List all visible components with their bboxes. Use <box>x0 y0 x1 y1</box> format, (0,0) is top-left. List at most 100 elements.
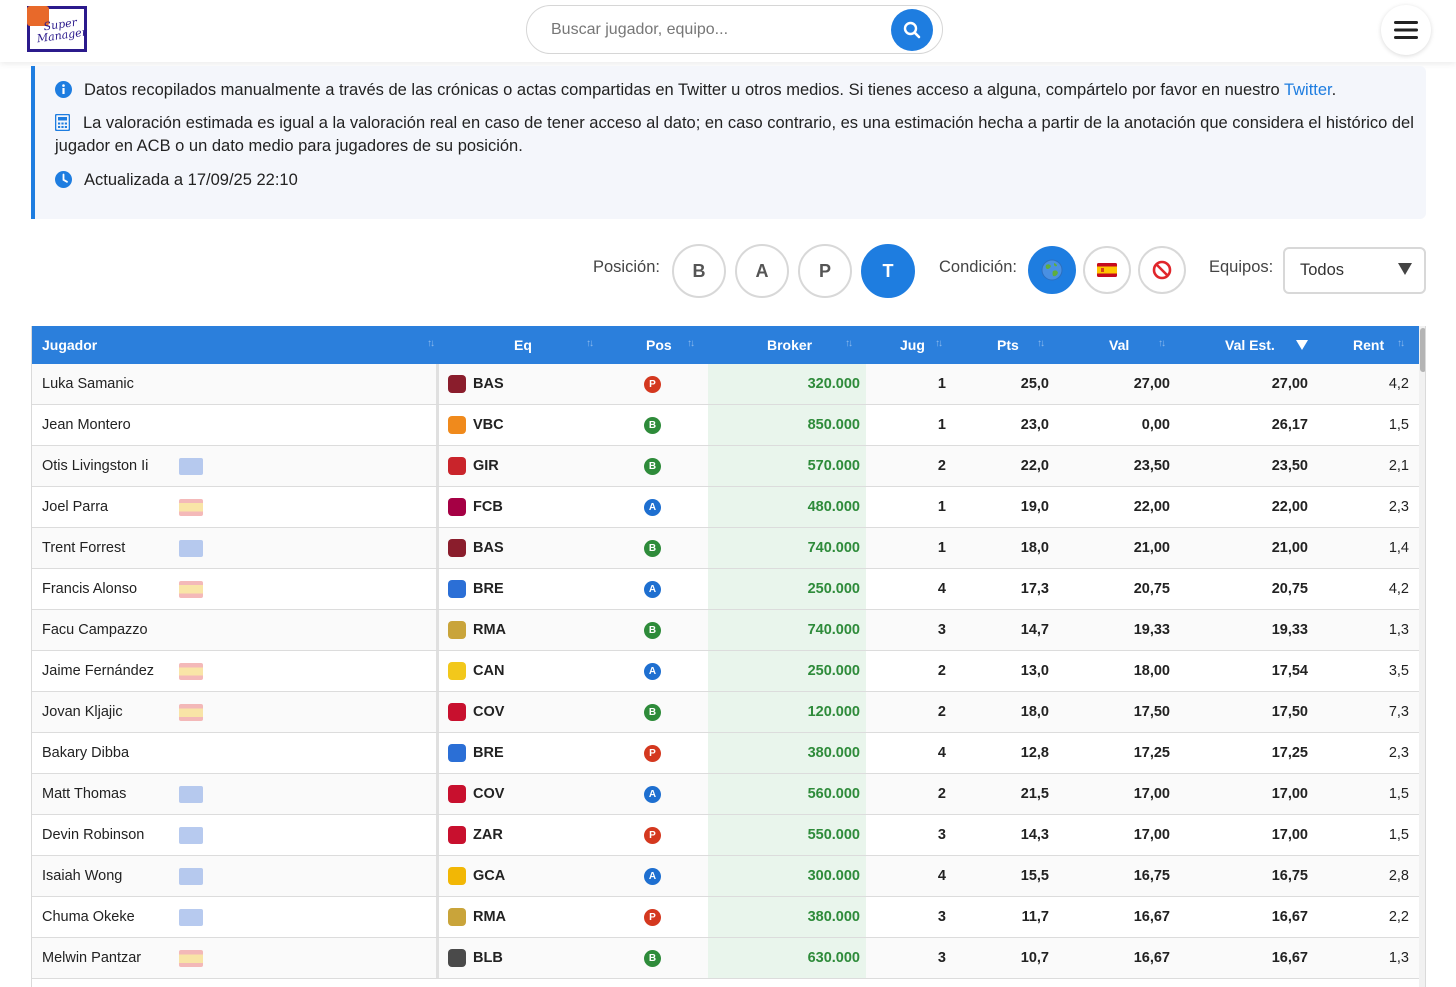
val-est-value: 23,50 <box>1271 458 1308 474</box>
super-manager-logo[interactable]: Super Manager <box>27 6 88 52</box>
broker-cell-bg <box>708 610 866 650</box>
team-code: RMA <box>473 909 507 925</box>
table-row[interactable]: Melwin Pantzar BLB B 630.000 3 10,7 16,67 16,67… <box>32 938 1419 979</box>
table-row[interactable]: Trent Forrest BAS B 740.000 1 18,0 21,00 21,00 1… <box>32 528 1419 569</box>
games-played: 3 <box>937 950 946 966</box>
val-value: 16,75 <box>1133 868 1170 884</box>
team-code: CAN <box>473 663 505 679</box>
broker-value: 560.000 <box>807 786 860 802</box>
dropdown-arrow-icon <box>1398 263 1412 275</box>
player-name[interactable]: Chuma Okeke <box>42 909 135 925</box>
condition-filter-spain[interactable] <box>1083 246 1131 294</box>
player-name[interactable]: Bakary Dibba <box>42 745 130 761</box>
spain-flag-icon <box>179 499 203 516</box>
table-row[interactable]: Matt Thomas COV A 560.000 2 21,5 17,00 17,00 1,5 <box>32 774 1419 815</box>
val-est-value: 17,25 <box>1271 745 1308 761</box>
rent-value: 1,5 <box>1388 786 1409 802</box>
player-name[interactable]: Francis Alonso <box>42 581 138 597</box>
points-value: 21,5 <box>1020 786 1049 802</box>
table-row[interactable]: Chuma Okeke RMA P 380.000 3 11,7 16,67 16,67 2,2 <box>32 897 1419 938</box>
rent-value: 1,5 <box>1388 417 1409 433</box>
sort-icon[interactable]: ↑↓ <box>687 338 695 349</box>
val-value: 0,00 <box>1141 417 1170 433</box>
broker-cell-bg <box>708 733 866 773</box>
player-name[interactable]: Jovan Kljajic <box>42 704 123 720</box>
col-header-pts[interactable]: Pts <box>997 337 1019 353</box>
position-badge: A <box>644 581 661 598</box>
player-name[interactable]: Melwin Pantzar <box>42 950 142 966</box>
table-row[interactable]: Bakary Dibba BRE P 380.000 4 12,8 17,25 17,25 2,… <box>32 733 1419 774</box>
col-header-val-est[interactable]: Val Est. <box>1225 337 1275 353</box>
sort-icon[interactable]: ↑↓ <box>1158 338 1166 349</box>
sort-icon[interactable]: ↑↓ <box>1037 338 1045 349</box>
val-est-value: 17,00 <box>1271 786 1308 802</box>
val-value: 20,75 <box>1133 581 1170 597</box>
player-name[interactable]: Facu Campazzo <box>42 622 148 638</box>
position-badge: B <box>644 950 661 967</box>
broker-cell-bg <box>708 938 866 978</box>
col-header-jugador[interactable]: Jugador <box>42 337 98 353</box>
eu-flag-icon <box>179 786 203 803</box>
col-header-rent[interactable]: Rent <box>1353 337 1385 353</box>
hamburger-menu-button[interactable] <box>1381 5 1431 55</box>
player-name[interactable]: Devin Robinson <box>42 827 145 843</box>
sort-icon[interactable]: ↑↓ <box>845 338 853 349</box>
team-code: RMA <box>473 622 507 638</box>
scrollbar-thumb[interactable] <box>1420 328 1425 372</box>
table-row[interactable]: Devin Robinson ZAR P 550.000 3 14,3 17,00 17,00… <box>32 815 1419 856</box>
table-row[interactable]: Jaime Fernández CAN A 250.000 2 13,0 18,00 17,5… <box>32 651 1419 692</box>
table-header: Jugador ↑↓ Eq ↑↓ Pos ↑↓ Broker ↑↓ Jug ↑↓… <box>32 326 1419 364</box>
player-name[interactable]: Luka Samanic <box>42 376 134 392</box>
col-header-eq[interactable]: Eq <box>514 337 532 353</box>
condition-filter-world[interactable] <box>1028 246 1076 294</box>
broker-cell-bg <box>708 856 866 896</box>
col-header-val[interactable]: Val <box>1109 337 1130 353</box>
table-row[interactable]: Facu Campazzo RMA B 740.000 3 14,7 19,33 19,33 1… <box>32 610 1419 651</box>
player-name[interactable]: Isaiah Wong <box>42 868 123 884</box>
table-row[interactable]: Jovan Kljajic COV B 120.000 2 18,0 17,50 17,50 7… <box>32 692 1419 733</box>
team-code: BRE <box>473 745 504 761</box>
search-button[interactable] <box>891 9 933 51</box>
sort-icon[interactable]: ↑↓ <box>427 338 435 349</box>
sort-icon[interactable]: ↑↓ <box>1397 338 1405 349</box>
sort-desc-icon[interactable] <box>1296 340 1308 350</box>
position-badge: A <box>644 868 661 885</box>
column-divider <box>436 610 439 650</box>
hamburger-icon <box>1394 21 1418 39</box>
basketball-logo-icon <box>27 6 49 26</box>
position-filter-a[interactable]: A <box>735 244 789 298</box>
column-divider <box>436 487 439 527</box>
sort-icon[interactable]: ↑↓ <box>586 338 594 349</box>
sort-icon[interactable]: ↑↓ <box>935 338 943 349</box>
table-row[interactable]: Otis Livingston Ii GIR B 570.000 2 22,0 23,50 2… <box>32 446 1419 487</box>
player-name[interactable]: Jean Montero <box>42 417 131 433</box>
table-row[interactable]: Jean Montero VBC B 850.000 1 23,0 0,00 26,17 1,5 <box>32 405 1419 446</box>
condition-filter-forbidden[interactable] <box>1138 246 1186 294</box>
table-row[interactable]: Joel Parra FCB A 480.000 1 19,0 22,00 22,00 2,3 <box>32 487 1419 528</box>
player-name[interactable]: Matt Thomas <box>42 786 127 802</box>
games-played: 1 <box>937 499 946 515</box>
player-name[interactable]: Jaime Fernández <box>42 663 155 679</box>
position-filter-p[interactable]: P <box>798 244 852 298</box>
col-header-pos[interactable]: Pos <box>646 337 672 353</box>
col-header-jug[interactable]: Jug <box>900 337 925 353</box>
position-filter-t[interactable]: T <box>861 244 915 298</box>
table-row[interactable]: Isaiah Wong GCA A 300.000 4 15,5 16,75 16,75 2,8 <box>32 856 1419 897</box>
equipos-select[interactable]: Todos <box>1283 247 1426 294</box>
logo-text: Super Manager <box>36 15 88 46</box>
games-played: 3 <box>937 622 946 638</box>
player-name[interactable]: Otis Livingston Ii <box>42 458 149 474</box>
rent-value: 2,2 <box>1388 909 1409 925</box>
table-row[interactable]: Francis Alonso BRE A 250.000 4 17,3 20,75 20,75… <box>32 569 1419 610</box>
twitter-link[interactable]: Twitter <box>1283 81 1332 99</box>
player-name[interactable]: Trent Forrest <box>42 540 126 556</box>
col-header-broker[interactable]: Broker <box>767 337 813 353</box>
search-input[interactable] <box>551 18 881 42</box>
position-filter-b[interactable]: B <box>672 244 726 298</box>
team-logo-icon <box>448 744 466 762</box>
table-scrollbar[interactable] <box>1419 326 1425 987</box>
search-box <box>526 5 943 54</box>
team-code: BAS <box>473 376 504 392</box>
player-name[interactable]: Joel Parra <box>42 499 109 515</box>
table-row[interactable]: Luka Samanic BAS P 320.000 1 25,0 27,00 27,00 4,… <box>32 364 1419 405</box>
